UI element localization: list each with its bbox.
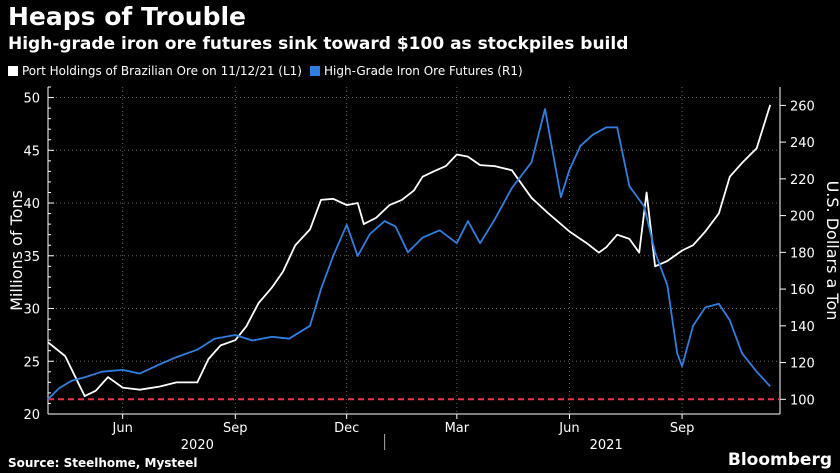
left-tick-label: 35 bbox=[23, 250, 40, 265]
legend-item-port-holdings: Port Holdings of Brazilian Ore on 11/12/… bbox=[8, 64, 302, 78]
chart-title: Heaps of Trouble bbox=[8, 2, 247, 31]
legend-swatch-port-holdings bbox=[8, 66, 18, 76]
right-tick-label: 120 bbox=[790, 357, 815, 372]
right-tick-label: 140 bbox=[790, 320, 815, 335]
right-tick-label: 100 bbox=[790, 393, 815, 408]
left-tick-label: 25 bbox=[23, 355, 40, 370]
right-tick-label: 220 bbox=[790, 173, 815, 188]
x-tick-label: Sep bbox=[670, 421, 695, 436]
left-axis-title: Millions of Tons bbox=[7, 190, 26, 311]
left-tick-label: 40 bbox=[23, 197, 40, 212]
legend-label-futures: High-Grade Iron Ore Futures (R1) bbox=[323, 64, 523, 78]
right-axis-title: U.S. Dollars a Ton bbox=[823, 181, 840, 321]
left-tick-label: 50 bbox=[23, 92, 40, 107]
legend-item-futures: High-Grade Iron Ore Futures (R1) bbox=[309, 64, 523, 78]
right-tick-label: 200 bbox=[790, 210, 815, 225]
x-tick-label: Mar bbox=[445, 421, 470, 436]
x-tick-label: Jun bbox=[558, 421, 579, 436]
chart-subtitle: High-grade iron ore futures sink toward … bbox=[8, 34, 629, 54]
right-tick-label: 180 bbox=[790, 246, 815, 261]
legend-swatch-futures bbox=[309, 66, 320, 76]
right-tick-label: 260 bbox=[790, 99, 815, 114]
year-label: 2020 bbox=[181, 438, 214, 453]
left-tick-label: 45 bbox=[23, 144, 40, 159]
legend: Port Holdings of Brazilian Ore on 11/12/… bbox=[8, 64, 531, 78]
source-note: Source: Steelhome, Mysteel bbox=[8, 456, 198, 470]
left-tick-label: 30 bbox=[23, 303, 40, 318]
x-tick-label: Dec bbox=[334, 421, 359, 436]
x-tick-label: Jun bbox=[112, 421, 133, 436]
x-tick-label: Sep bbox=[223, 421, 248, 436]
right-tick-label: 240 bbox=[790, 136, 815, 151]
legend-label-port-holdings: Port Holdings of Brazilian Ore on 11/12/… bbox=[22, 64, 302, 78]
bloomberg-logo: Bloomberg bbox=[727, 450, 832, 470]
series-line-futures bbox=[47, 108, 771, 400]
series-line-port-holdings bbox=[47, 104, 772, 397]
year-label: 2021 bbox=[590, 438, 623, 453]
left-tick-label: 20 bbox=[23, 408, 40, 423]
right-tick-label: 160 bbox=[790, 283, 815, 298]
